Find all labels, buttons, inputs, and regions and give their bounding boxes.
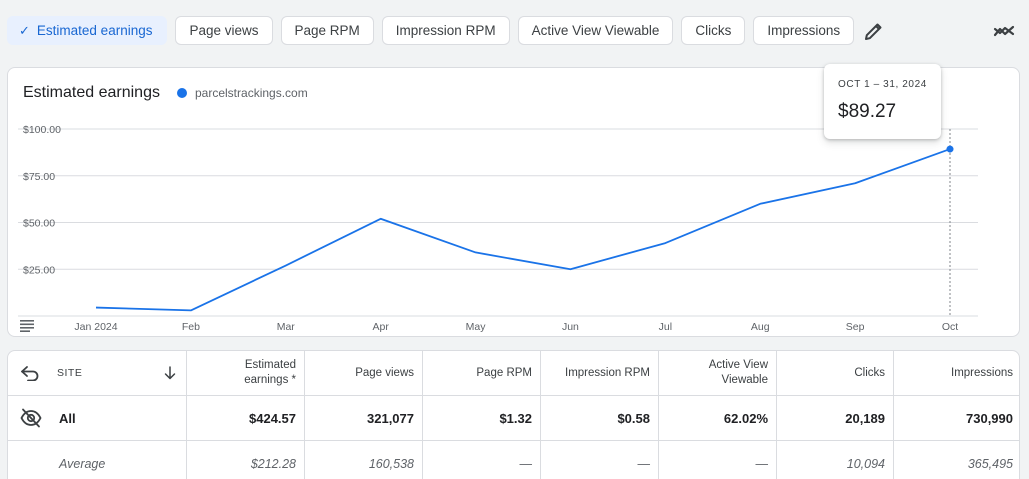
x-tick-label: Oct (942, 321, 958, 333)
series-line (95, 148, 951, 312)
chart-title: Estimated earnings (23, 84, 160, 101)
chip-page-rpm[interactable]: Page RPM (280, 16, 374, 45)
table-cell: 62.02% (659, 396, 777, 440)
data-point[interactable] (946, 145, 954, 153)
row-label: Average (8, 441, 187, 479)
earnings-chart: $100.00 $75.00 $50.00 $25.00 Jan 2024 Feb Mar A… (18, 124, 978, 333)
chip-label: Impressions (767, 23, 841, 38)
x-tick-label: Mar (277, 321, 296, 333)
sort-down-icon[interactable] (164, 366, 176, 380)
chip-clicks[interactable]: Clicks (681, 16, 746, 45)
x-tick-label: Feb (182, 321, 200, 333)
tooltip-value: $89.27 (838, 101, 897, 122)
legend-label: parcelstrackings.com (195, 86, 308, 100)
x-tick-label: May (466, 321, 487, 333)
table-cell: 365,495 (967, 456, 1013, 471)
table-cell: $1.32 (423, 396, 541, 440)
chart-tooltip: OCT 1 – 31, 2024 $89.27 (824, 64, 941, 139)
header-label: Clicks (854, 366, 885, 379)
table-cell: $0.58 (541, 396, 659, 440)
table-cell: 20,189 (777, 396, 894, 440)
row-label-cell: All (8, 396, 187, 440)
table-cell: — (659, 441, 777, 479)
chip-label: Clicks (695, 23, 732, 38)
header-page-views[interactable]: Page views (305, 351, 423, 395)
header-impression-rpm[interactable]: Impression RPM (541, 351, 659, 395)
table-cell: 321,077 (305, 396, 423, 440)
x-tick-label: Jul (659, 321, 672, 333)
chip-label: Impression RPM (395, 23, 496, 38)
chart-menu-icon[interactable] (20, 320, 34, 332)
header-label: Impression RPM (565, 366, 650, 379)
table-cell: 160,538 (305, 441, 423, 479)
table-cell: 10,094 (777, 441, 894, 479)
chip-active-view-viewable[interactable]: Active View Viewable (517, 16, 674, 45)
header-clicks[interactable]: Clicks (777, 351, 894, 395)
x-tick-label: Apr (372, 321, 389, 333)
check-icon: ✓ (19, 22, 30, 38)
header-label: Estimated earnings * (244, 359, 296, 386)
y-tick-label: $25.00 (23, 264, 55, 276)
chip-impression-rpm[interactable]: Impression RPM (381, 16, 510, 45)
header-label: SITE (57, 366, 83, 379)
chip-label: Estimated earnings (36, 23, 153, 38)
header-label: Page RPM (476, 366, 532, 379)
trend-compare-icon[interactable] (993, 19, 1017, 43)
header-active-view-viewable[interactable]: Active View Viewable (659, 351, 777, 395)
table-cell: $424.57 (187, 396, 305, 440)
y-tick-label: $100.00 (23, 124, 61, 136)
x-tick-label: Jan 2024 (74, 321, 117, 333)
tooltip-date: OCT 1 – 31, 2024 (838, 79, 927, 90)
back-arrow-icon[interactable] (20, 365, 40, 381)
pencil-icon[interactable] (862, 19, 886, 43)
chip-estimated-earnings[interactable]: ✓ Estimated earnings (7, 16, 168, 45)
chip-page-views[interactable]: Page views (175, 16, 273, 45)
table-header-row: SITE Estimated earnings * Page views Pag… (8, 351, 1019, 396)
header-page-rpm[interactable]: Page RPM (423, 351, 541, 395)
header-label: Impressions (951, 366, 1013, 379)
x-tick-label: Sep (846, 321, 865, 333)
legend-dot (177, 88, 187, 98)
header-label: Page views (355, 366, 414, 379)
chip-label: Page views (189, 23, 259, 38)
chip-label: Page RPM (294, 23, 360, 38)
table-cell: $212.28 (187, 441, 305, 479)
chip-impressions[interactable]: Impressions (753, 16, 855, 45)
table-row-all: All $424.57 321,077 $1.32 $0.58 62.02% 2… (8, 396, 1019, 441)
x-tick-label: Aug (751, 321, 770, 333)
y-tick-label: $50.00 (23, 218, 55, 230)
table-cell: 730,990 (966, 410, 1013, 426)
table-cell: — (423, 441, 541, 479)
chart-legend: parcelstrackings.com (177, 86, 308, 100)
header-label: Active View Viewable (708, 359, 768, 386)
header-estimated-earnings[interactable]: Estimated earnings * (187, 351, 305, 395)
chip-label: Active View Viewable (531, 23, 660, 38)
x-tick-label: Jun (562, 321, 579, 333)
visibility-off-icon[interactable] (20, 408, 42, 428)
table-row-average: Average $212.28 160,538 — — — 10,094 365… (8, 441, 1019, 479)
table-cell: — (541, 441, 659, 479)
header-site[interactable]: SITE (8, 351, 187, 395)
sites-table: SITE Estimated earnings * Page views Pag… (7, 350, 1020, 479)
y-tick-label: $75.00 (23, 171, 55, 183)
metric-chips: ✓ Estimated earnings Page views Page RPM… (7, 16, 855, 45)
row-label: All (59, 410, 76, 426)
header-impressions[interactable]: Impressions (894, 351, 1019, 395)
